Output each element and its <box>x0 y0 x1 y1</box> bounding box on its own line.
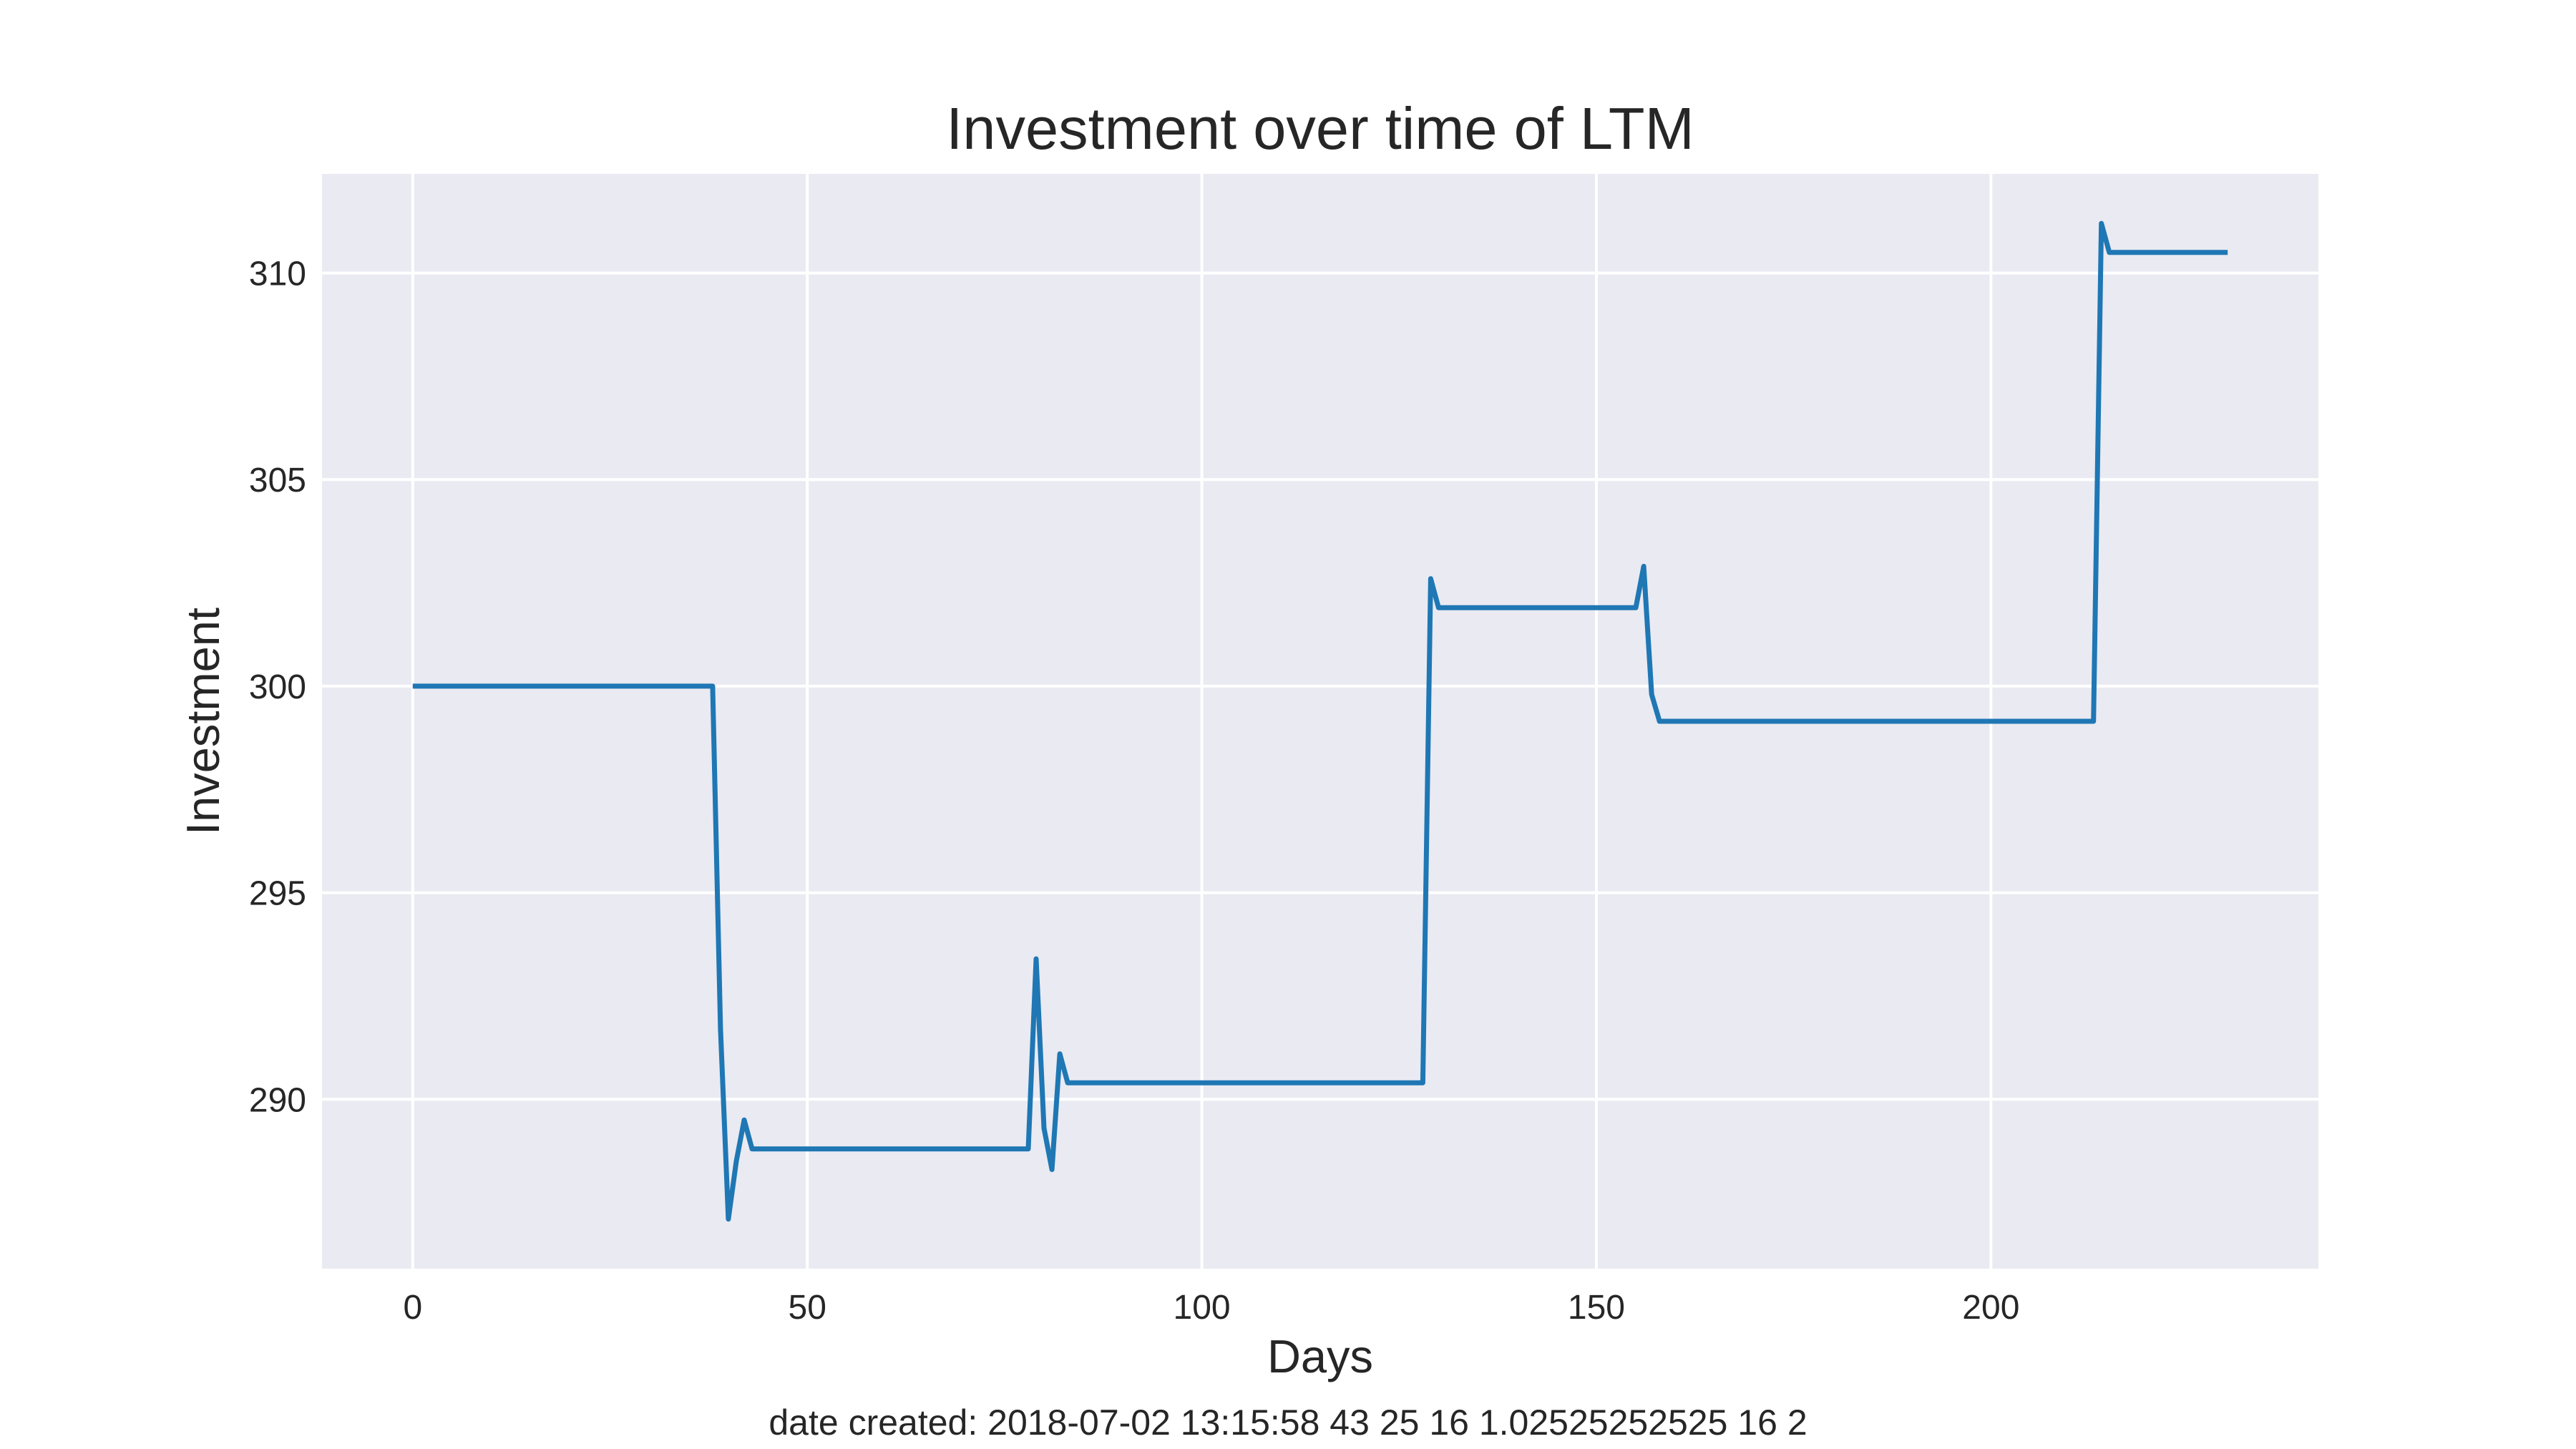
chart-title: Investment over time of LTM <box>946 95 1694 162</box>
y-tick-label: 310 <box>249 255 306 293</box>
footer-date-created: date created: 2018-07-02 13:15:58 43 25 … <box>769 1402 1807 1443</box>
y-tick-label: 305 <box>249 462 306 499</box>
x-tick-label: 100 <box>1174 1289 1231 1327</box>
y-axis-label: Investment <box>177 608 229 835</box>
x-tick-label: 50 <box>789 1289 826 1327</box>
x-gridlines <box>411 174 1993 1269</box>
x-tick-label: 150 <box>1568 1289 1625 1327</box>
series-line <box>412 220 2228 1222</box>
y-tick-label: 295 <box>249 875 306 913</box>
x-tick-label: 200 <box>1962 1289 2019 1327</box>
series-group <box>412 220 2228 1222</box>
x-axis-label: Days <box>1267 1330 1373 1382</box>
y-tick-label: 300 <box>249 668 306 706</box>
y-tick-label: 290 <box>249 1081 306 1119</box>
x-tick-label: 0 <box>403 1289 422 1327</box>
y-tick-labels: 290 295 300 305 310 <box>249 255 306 1120</box>
x-tick-labels: 0 50 100 150 200 <box>403 1289 2019 1327</box>
